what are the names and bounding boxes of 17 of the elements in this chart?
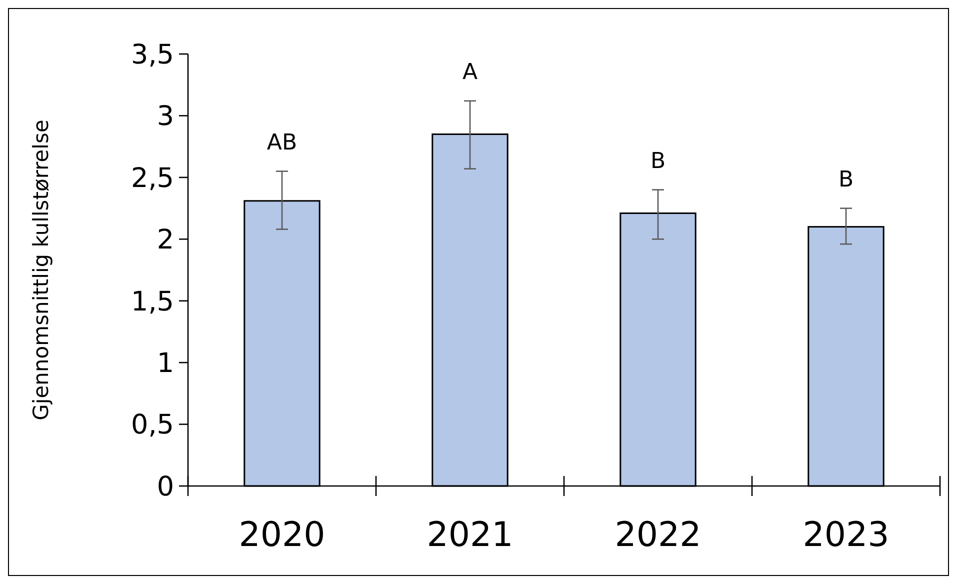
annotation: B (838, 167, 854, 192)
x-tick-label: 2020 (238, 515, 326, 555)
y-tick-label: 2,5 (131, 162, 174, 194)
annotation: A (462, 60, 478, 85)
y-axis-title: Gjennomsnittlig kullstørrelse (29, 120, 53, 420)
y-tick-label: 0,5 (131, 410, 174, 441)
x-tick-label: 2023 (802, 515, 890, 555)
y-tick-label: 3 (156, 101, 174, 132)
y-tick-label: 1,5 (131, 286, 174, 318)
y-tick-label: 1 (156, 348, 174, 380)
y-tick-label: 2 (156, 224, 174, 256)
y-tick-label: 3,5 (131, 39, 174, 70)
x-tick-label: 2022 (614, 515, 702, 555)
y-tick-label: 0 (156, 471, 174, 502)
x-tick-label: 2021 (426, 515, 514, 555)
annotation: B (650, 148, 666, 174)
annotation: AB (266, 130, 298, 156)
